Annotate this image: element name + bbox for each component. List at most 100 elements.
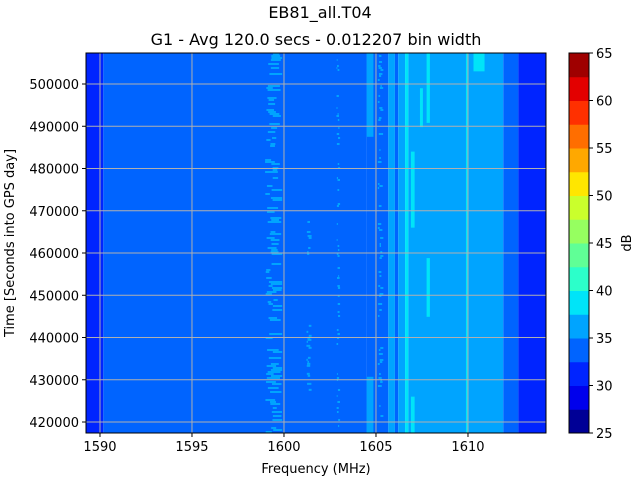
speckle — [268, 357, 282, 359]
speckle — [270, 197, 283, 199]
speckle — [378, 303, 383, 305]
band — [518, 53, 546, 433]
colorbar-swatch — [569, 171, 589, 196]
colorbar-tick-label: 50 — [596, 190, 613, 205]
speckle — [336, 115, 340, 117]
speckle — [379, 245, 382, 247]
speckle — [379, 405, 381, 407]
speckle — [477, 79, 480, 81]
speckle — [336, 133, 340, 135]
band — [388, 53, 395, 433]
speckle — [273, 429, 283, 431]
speckle — [379, 157, 381, 159]
signal-segment — [419, 88, 423, 128]
speckle — [378, 315, 380, 317]
speckle — [266, 377, 280, 379]
speckle — [337, 401, 340, 403]
colorbar-swatch — [569, 195, 589, 220]
speckle — [270, 363, 279, 365]
speckle — [267, 387, 279, 389]
speckle — [266, 291, 277, 293]
speckle — [380, 415, 384, 417]
speckle — [266, 185, 273, 187]
speckle — [265, 161, 275, 163]
speckle — [270, 59, 281, 61]
speckle — [336, 277, 340, 279]
speckle — [377, 227, 380, 229]
speckle — [337, 179, 341, 181]
speckle — [379, 275, 382, 277]
speckle — [336, 143, 340, 145]
speckle — [474, 127, 481, 129]
speckle — [336, 395, 338, 397]
speckle — [270, 239, 280, 241]
speckle — [266, 373, 274, 375]
speckle — [307, 356, 311, 359]
speckle — [267, 131, 276, 133]
speckle — [378, 205, 382, 207]
speckle — [271, 287, 283, 289]
band — [86, 53, 104, 433]
speckle — [265, 271, 270, 273]
speckle — [308, 346, 312, 349]
speckle — [336, 223, 338, 225]
speckle — [307, 250, 309, 253]
speckle — [380, 109, 384, 111]
speckle — [271, 219, 279, 221]
speckle — [306, 230, 311, 233]
signal-segment — [410, 151, 415, 228]
speckle — [378, 349, 381, 351]
speckle — [269, 113, 280, 115]
speckle — [267, 247, 277, 249]
speckle — [272, 309, 283, 311]
speckle — [265, 293, 272, 295]
speckle — [378, 353, 383, 355]
colorbar-swatch — [569, 219, 589, 244]
speckle — [377, 223, 382, 225]
speckle — [337, 311, 340, 313]
speckle — [272, 289, 282, 291]
speckle — [337, 163, 340, 165]
speckle — [266, 109, 275, 111]
speckle — [268, 99, 275, 101]
colorbar-swatch — [569, 76, 589, 101]
speckle — [337, 389, 341, 391]
speckle — [478, 355, 484, 357]
speckle — [271, 189, 283, 191]
y-tick-label: 480000 — [29, 163, 79, 178]
band — [405, 53, 409, 433]
y-tick-label: 430000 — [29, 374, 79, 389]
colorbar-tick-label: 25 — [596, 427, 613, 442]
speckle — [377, 101, 380, 103]
speckle — [267, 207, 279, 209]
speckle — [265, 399, 276, 401]
y-tick-label: 420000 — [29, 416, 79, 431]
speckle — [380, 251, 383, 253]
speckle — [380, 237, 384, 239]
speckle — [379, 293, 384, 295]
chart-title: EB81_all.T04 — [268, 3, 371, 23]
speckle — [378, 67, 382, 69]
speckle — [337, 287, 341, 289]
band — [103, 53, 367, 433]
speckle — [266, 237, 275, 239]
speckle — [272, 167, 279, 169]
speckle — [475, 423, 481, 425]
speckle — [377, 363, 380, 365]
x-tick-label: 1590 — [83, 440, 116, 455]
y-tick-label: 450000 — [29, 289, 79, 304]
colorbar-swatch — [569, 124, 589, 149]
speckle — [336, 373, 338, 375]
speckle — [477, 297, 485, 299]
speckle — [337, 249, 340, 251]
plot-frame — [85, 52, 547, 434]
signal-segment — [473, 53, 485, 72]
speckle — [476, 211, 482, 213]
band — [398, 53, 406, 433]
x-tick-label: 1610 — [451, 440, 484, 455]
speckle — [271, 55, 281, 57]
speckle — [308, 334, 312, 337]
speckle — [307, 382, 312, 385]
signal-segment — [426, 53, 430, 123]
colorbar-swatch — [569, 385, 589, 410]
